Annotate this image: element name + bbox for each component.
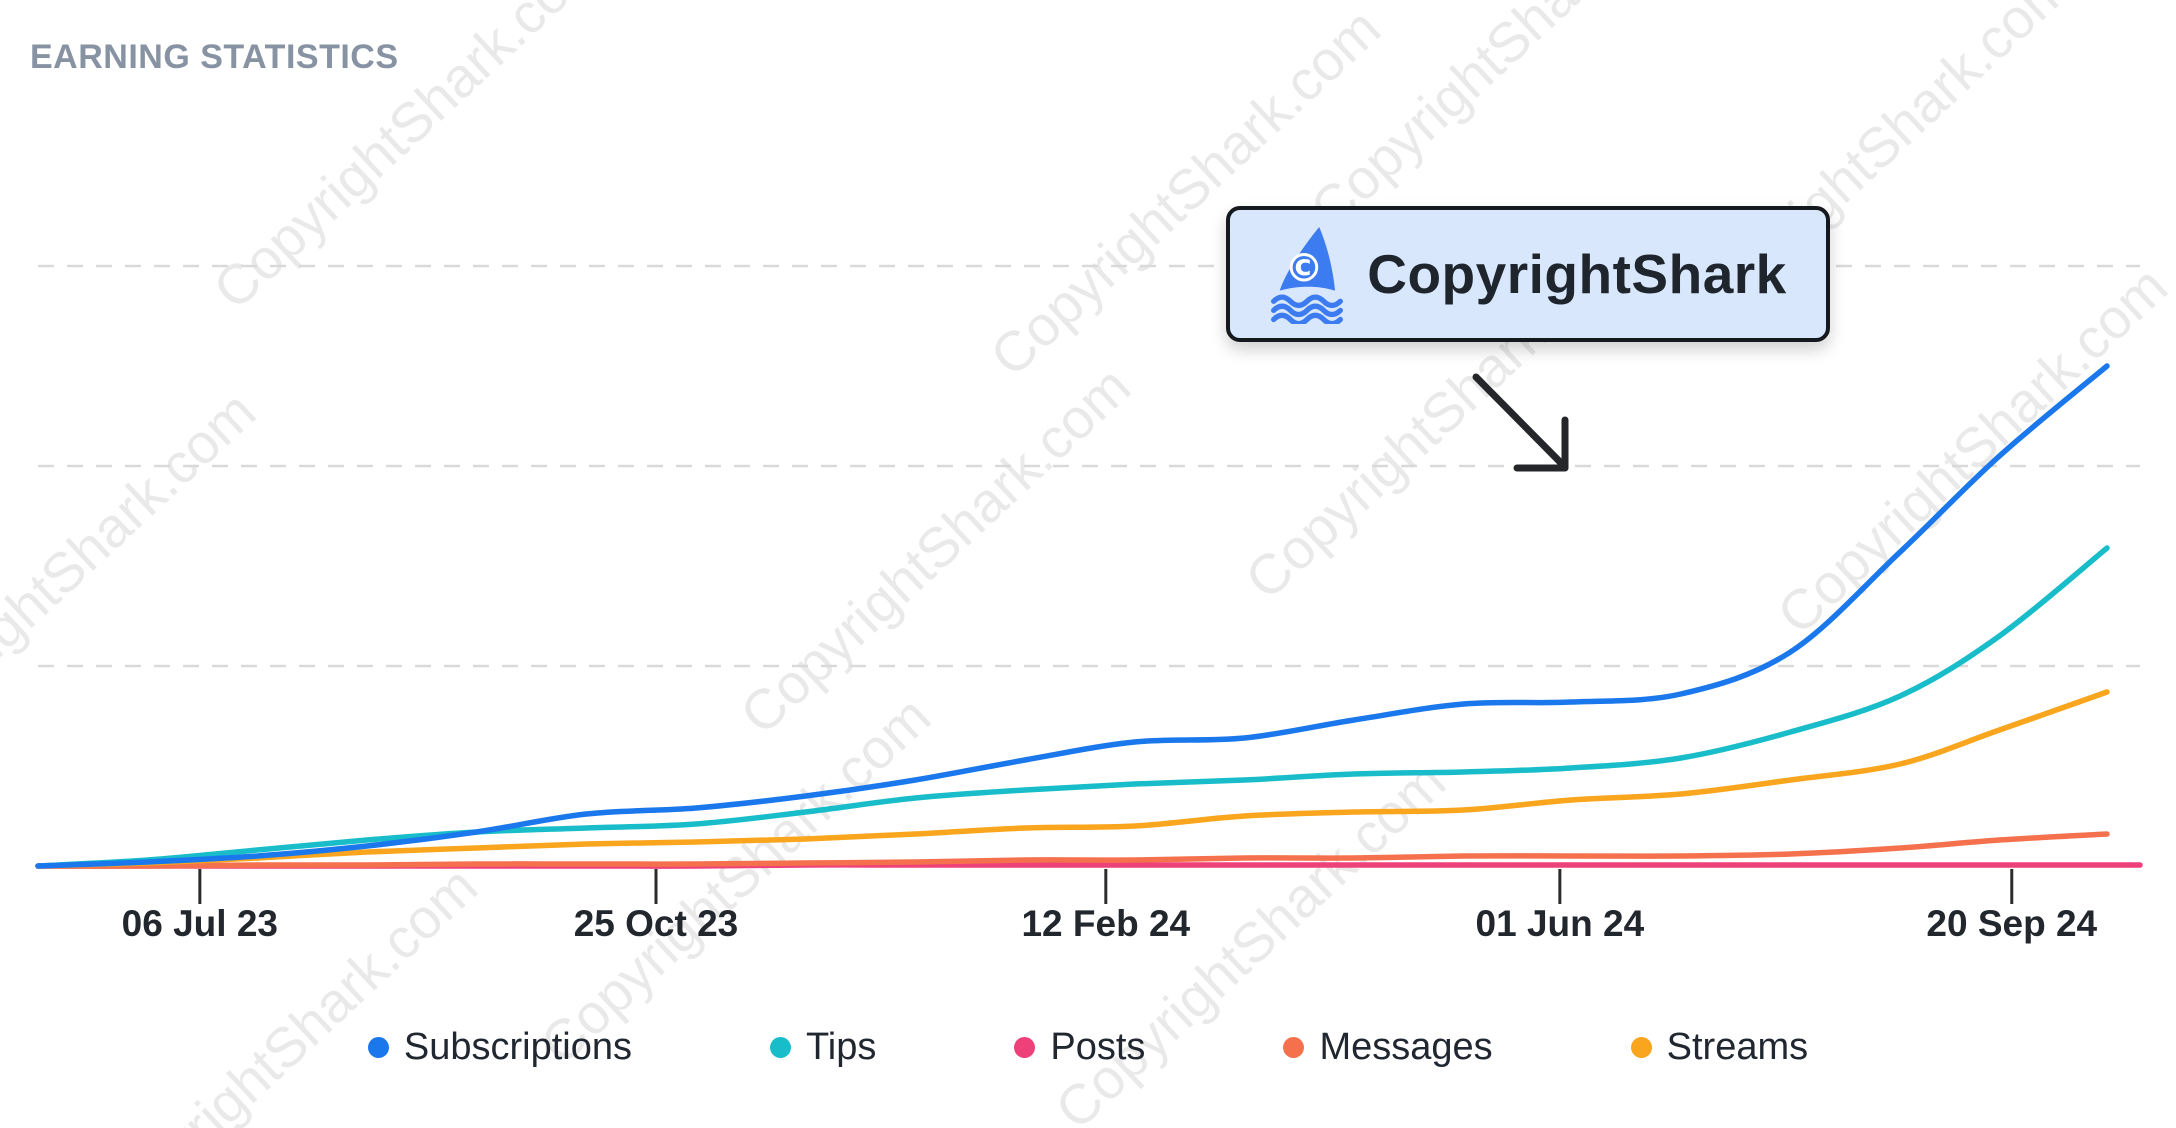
legend-dot: [770, 1037, 791, 1058]
legend-dot: [1283, 1037, 1305, 1058]
legend-label: Posts: [1050, 1026, 1146, 1068]
chart-legend: Subscriptions Tips Posts Messages Streams: [0, 1026, 2176, 1069]
series-line-tips: [35, 545, 2110, 869]
x-axis-tick-label: 01 Jun 24: [1475, 903, 1645, 944]
x-axis-tick-label: 20 Sep 24: [1926, 903, 2098, 944]
x-axis-tick-label: 06 Jul 23: [121, 903, 279, 944]
annotation-arrow-icon: [1472, 373, 1569, 472]
legend-dot: [1630, 1037, 1652, 1058]
page-title: EARNING STATISTICS: [30, 38, 399, 76]
legend-dot: [367, 1037, 389, 1058]
series-line-streams: [35, 689, 2110, 869]
legend-label: Streams: [1666, 1026, 1809, 1068]
legend-dot: [1014, 1037, 1036, 1058]
legend-label: Tips: [806, 1026, 877, 1068]
legend-label: Subscriptions: [403, 1026, 632, 1068]
x-axis-tick-label: 12 Feb 24: [1021, 903, 1191, 944]
svg-text:©: ©: [1285, 246, 1324, 292]
legend-item-posts[interactable]: Posts: [1014, 1026, 1145, 1069]
shark-fin-icon: ©: [1271, 227, 1344, 324]
badge-label: CopyrightShark: [1367, 243, 1787, 305]
legend-item-tips[interactable]: Tips: [770, 1026, 876, 1069]
legend-label: Messages: [1319, 1026, 1493, 1068]
legend-item-subscriptions[interactable]: Subscriptions: [367, 1026, 632, 1069]
legend-item-messages[interactable]: Messages: [1283, 1026, 1493, 1069]
legend-item-streams[interactable]: Streams: [1630, 1026, 1809, 1069]
copyrightshark-badge: © CopyrightShark: [1226, 206, 1830, 342]
x-axis-tick-label: 25 Oct 23: [573, 903, 739, 944]
series-line-subscriptions: [35, 363, 2110, 869]
series-line-messages: [35, 831, 2110, 869]
